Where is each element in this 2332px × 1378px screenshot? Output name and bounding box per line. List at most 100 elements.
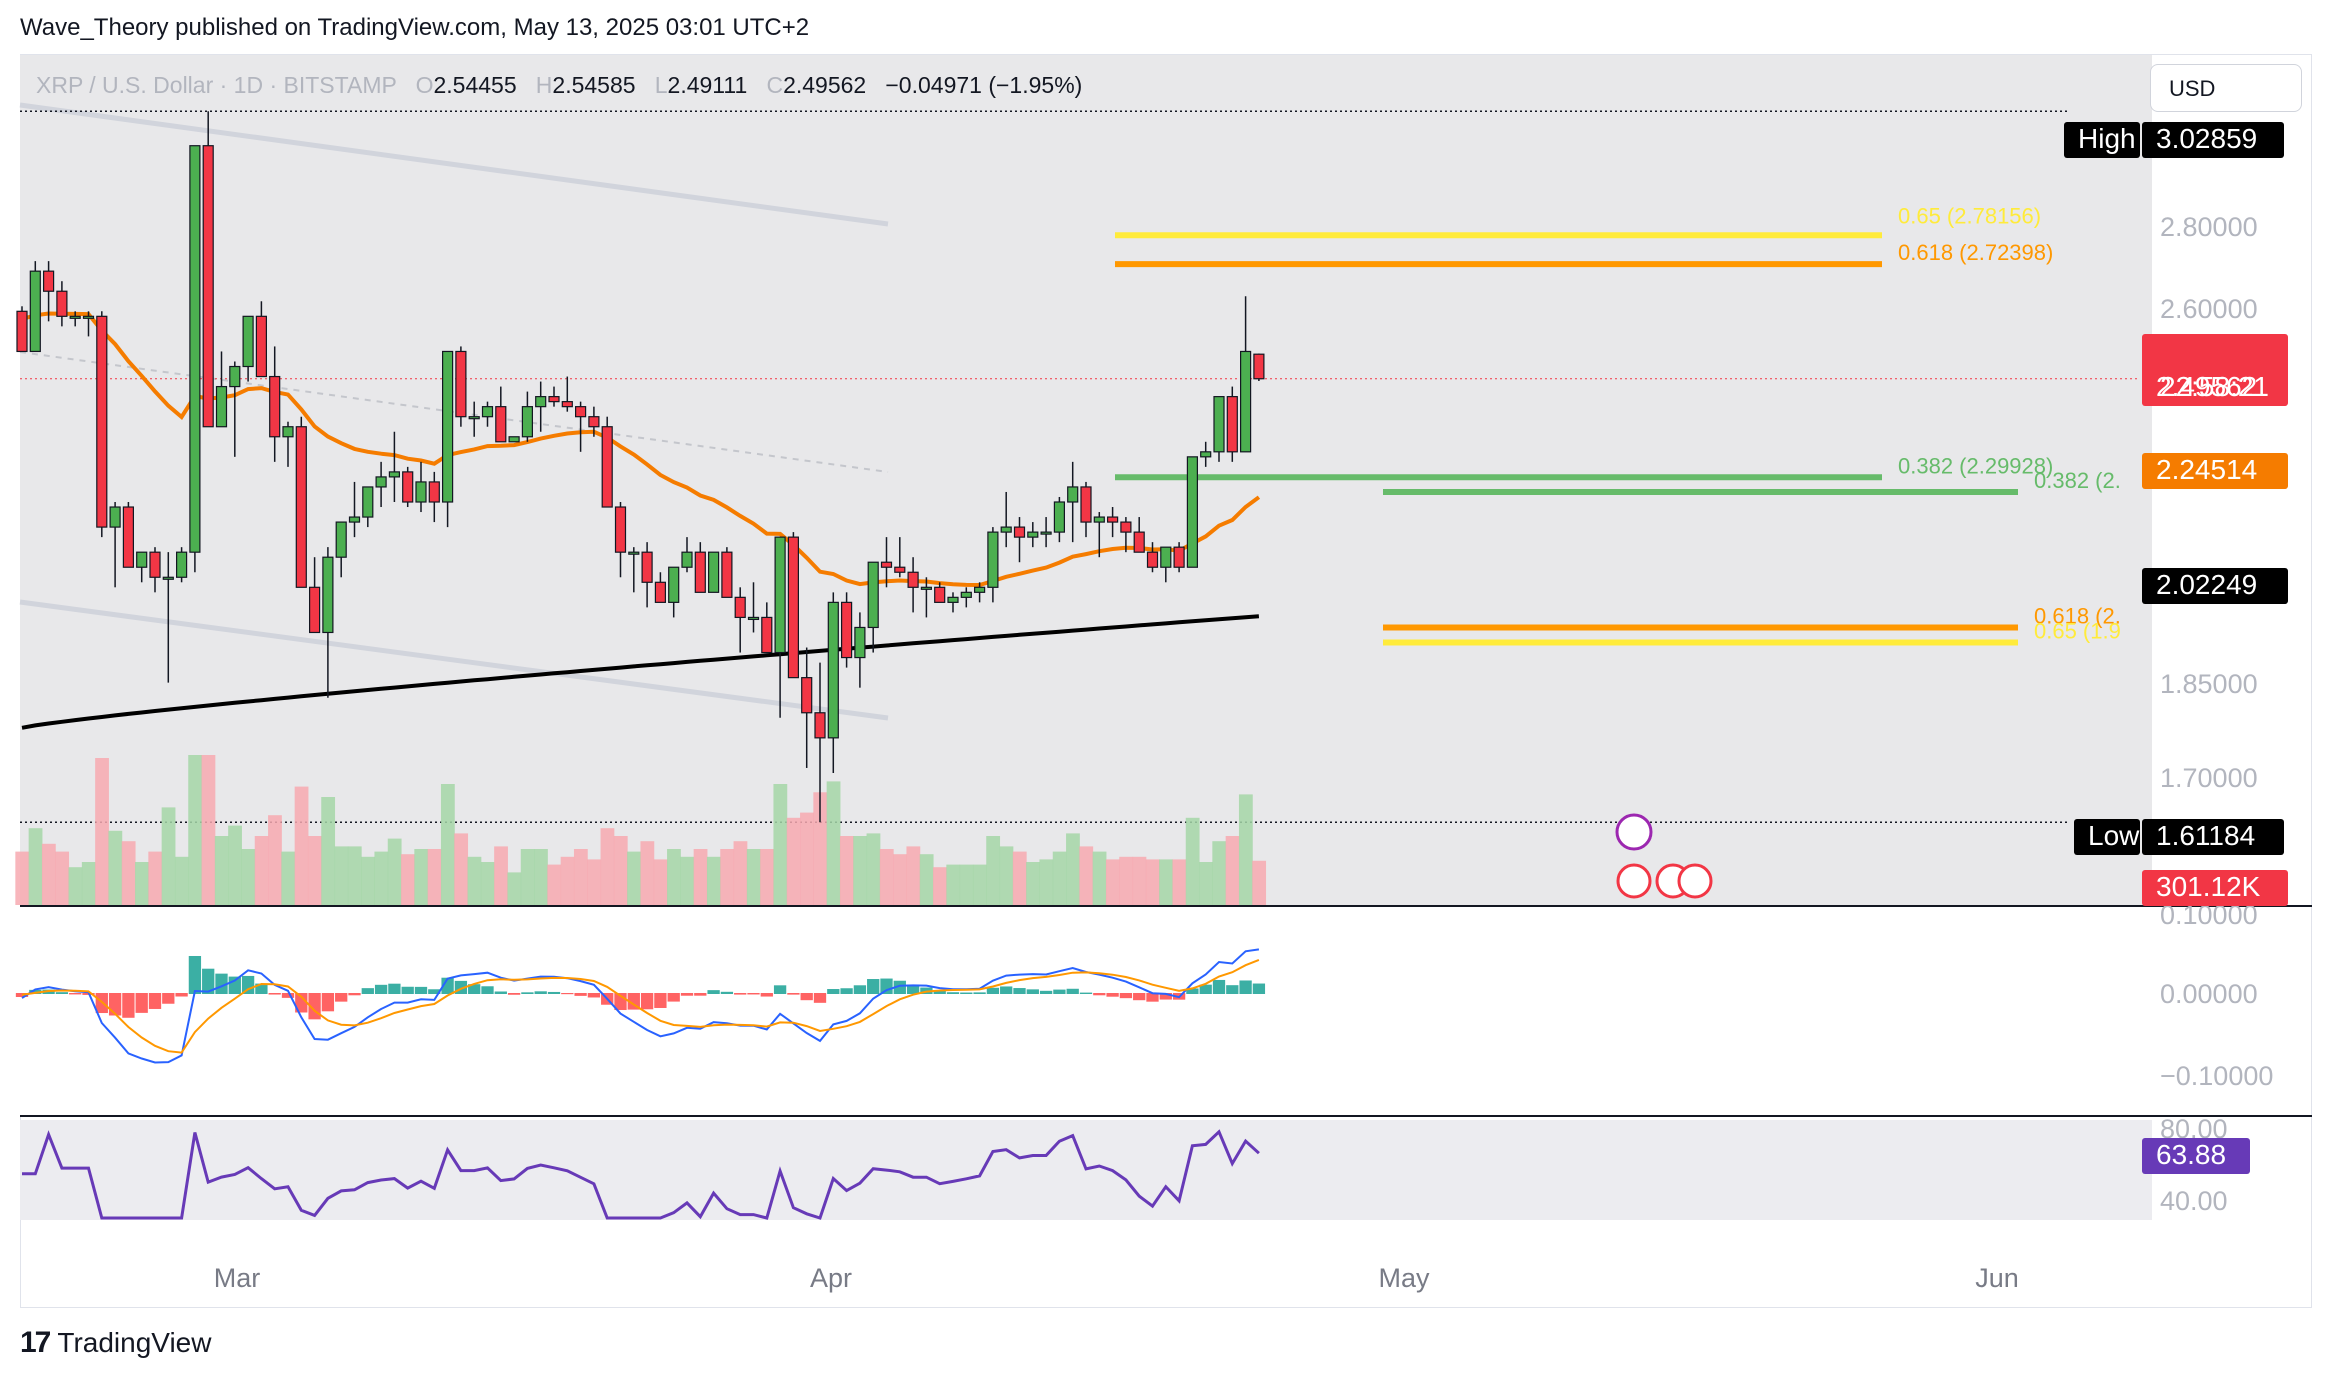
volume-bar xyxy=(347,846,362,905)
macd-histogram-bar xyxy=(747,993,760,995)
channel-lower-line xyxy=(19,599,889,721)
macd-histogram-bar xyxy=(188,955,202,994)
candle xyxy=(136,551,148,568)
macd-histogram-bar xyxy=(108,993,122,1016)
candle xyxy=(442,350,454,503)
volume-bar xyxy=(1105,859,1120,905)
macd-histogram-bar xyxy=(587,993,601,998)
volume-bar xyxy=(866,833,881,905)
volume-bar xyxy=(135,862,149,905)
volume-bar xyxy=(520,849,535,905)
legend-h-label: H xyxy=(535,72,553,98)
fib-level-label: 0.65 (2.78156) xyxy=(1898,203,2041,228)
tradingview-logo-icon: 17 xyxy=(20,1326,51,1359)
macd-histogram-bar xyxy=(880,978,893,994)
candle xyxy=(189,145,201,553)
legend-c-label: C xyxy=(766,72,784,98)
macd-histogram-bar xyxy=(1053,989,1066,994)
macd-histogram-bar xyxy=(481,986,494,994)
legend-h-value: 2.54585 xyxy=(552,72,636,98)
volume-bar xyxy=(999,846,1014,905)
published-line: Wave_Theory published on TradingView.com… xyxy=(20,14,810,41)
candle xyxy=(122,506,135,568)
volume-bar xyxy=(1212,841,1227,905)
macd-histogram-bar xyxy=(175,993,188,997)
currency-button[interactable]: USD xyxy=(2150,64,2302,112)
volume-bar xyxy=(893,854,907,905)
macd-pane-bg xyxy=(20,905,2152,1115)
macd-histogram-bar xyxy=(1159,993,1172,1000)
macd-histogram-bar xyxy=(414,986,428,994)
macd-histogram-bar xyxy=(773,985,787,994)
volume-bar xyxy=(720,849,735,905)
candle xyxy=(880,561,893,568)
candle xyxy=(215,385,228,428)
candle xyxy=(801,677,813,714)
legend-l-label: L xyxy=(654,72,668,98)
fib-level-label: 0.618 (2. xyxy=(2034,603,2121,628)
macd-histogram-bar xyxy=(374,984,388,994)
volume-bar xyxy=(933,867,947,905)
candle xyxy=(747,616,760,621)
volume-bar xyxy=(680,856,695,905)
fib-level-label: 0.382 (2. xyxy=(2034,468,2121,493)
candle xyxy=(481,406,494,418)
price-axis-tick: 2.60000 xyxy=(2160,294,2258,324)
candle xyxy=(322,556,334,634)
macd-axis-tick: −0.10000 xyxy=(2160,1061,2273,1091)
low-value-bg xyxy=(2142,819,2284,855)
price-axis-tick: 1.85000 xyxy=(2160,669,2258,699)
candle xyxy=(295,426,307,588)
volume-bar xyxy=(268,815,282,905)
candle xyxy=(1013,526,1026,538)
volume-bar xyxy=(1012,851,1027,905)
last-price-badge: 2.49562 xyxy=(2156,371,2257,402)
volume-bar xyxy=(1172,859,1187,905)
candle xyxy=(1106,516,1119,523)
macd-histogram-bar xyxy=(494,991,507,994)
volume-bar xyxy=(986,836,1001,905)
volume-bar xyxy=(361,856,375,905)
volume-bar xyxy=(108,830,123,905)
macd-histogram-bar xyxy=(1239,980,1252,994)
macd-line xyxy=(21,948,1260,1064)
candle xyxy=(668,566,680,603)
macd-histogram-bar xyxy=(1199,984,1212,994)
candle xyxy=(973,586,986,593)
candle xyxy=(548,396,560,403)
macd-histogram-bar xyxy=(228,976,241,994)
volume-bar xyxy=(1238,794,1253,905)
candle xyxy=(1067,486,1079,503)
volume-bar xyxy=(853,836,868,905)
macd-histogram-bar xyxy=(640,993,654,1010)
candle xyxy=(840,601,853,659)
candle xyxy=(947,596,959,603)
candle xyxy=(987,531,999,588)
candle xyxy=(681,551,693,568)
high-value: 3.02859 xyxy=(2156,123,2257,154)
high-label: High xyxy=(2078,123,2136,154)
macd-histogram-bar xyxy=(893,980,906,994)
macd-histogram-bar xyxy=(800,993,813,1001)
price-axis-tick: 1.70000 xyxy=(2160,763,2258,793)
candle xyxy=(588,416,600,428)
time-axis-label: Jun xyxy=(1975,1263,2019,1293)
candle xyxy=(29,270,41,353)
candle xyxy=(521,406,534,438)
candle xyxy=(495,406,507,443)
volume-bar xyxy=(228,825,242,905)
volume-bar xyxy=(879,849,894,905)
fib-level-label: 0.382 (2.29928) xyxy=(1898,453,2053,478)
volume-bar xyxy=(1092,851,1107,905)
volume-bar xyxy=(733,841,748,905)
volume-bar xyxy=(507,872,522,905)
macd-histogram-bar xyxy=(268,993,281,995)
channel-mid-line xyxy=(19,351,889,473)
volume-bar xyxy=(161,807,176,905)
candle xyxy=(508,436,520,443)
candle xyxy=(149,551,161,578)
candle xyxy=(375,476,387,488)
legend-o-value: 2.54455 xyxy=(433,72,517,98)
macd-histogram-bar xyxy=(215,973,228,994)
